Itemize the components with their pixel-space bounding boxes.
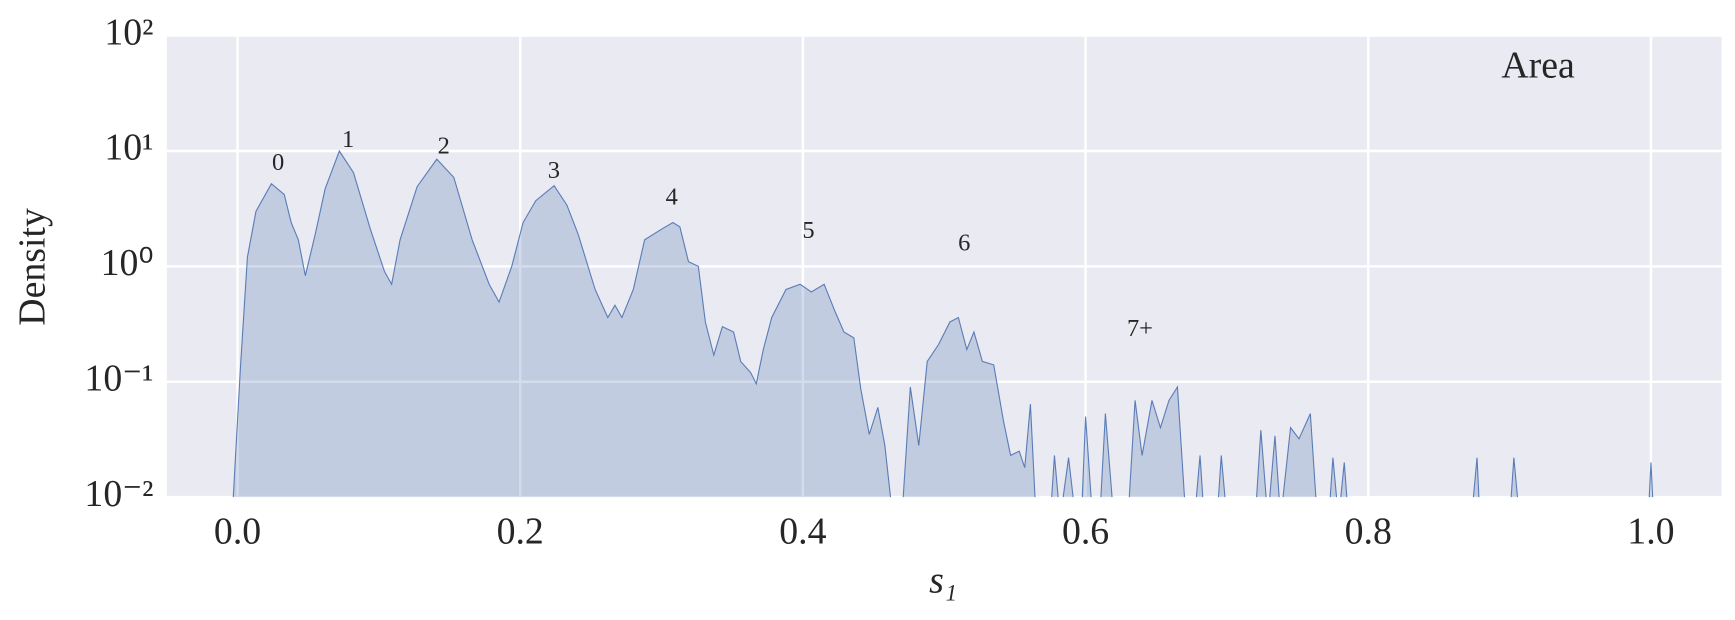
area-line bbox=[232, 149, 1654, 498]
y-tick-label: 10² bbox=[104, 11, 153, 53]
x-tick-label: 0.4 bbox=[779, 511, 826, 553]
x-tick-label: 0.0 bbox=[214, 511, 261, 553]
peak-annotation: 6 bbox=[958, 229, 970, 256]
peak-annotation: 5 bbox=[802, 217, 814, 244]
legend-label: Area bbox=[1501, 45, 1575, 87]
y-tick-label: 10⁰ bbox=[101, 242, 154, 284]
y-axis-label: Density bbox=[11, 208, 53, 326]
peak-annotation: 0 bbox=[272, 149, 284, 176]
y-tick-label: 10⁻² bbox=[84, 473, 153, 515]
area-fill bbox=[233, 151, 1653, 498]
x-tick-label: 0.8 bbox=[1345, 511, 1392, 553]
peak-annotation: 1 bbox=[342, 126, 354, 153]
x-axis-label: s₁ bbox=[929, 560, 957, 602]
x-tick-label: 0.6 bbox=[1062, 511, 1109, 553]
peak-annotation: 3 bbox=[548, 157, 560, 184]
x-tick-label: 1.0 bbox=[1627, 511, 1674, 553]
y-tick-label: 10⁻¹ bbox=[84, 357, 153, 399]
x-tick-label: 0.2 bbox=[497, 511, 544, 553]
y-tick-label: 10¹ bbox=[104, 127, 153, 169]
peak-annotation: 7+ bbox=[1127, 315, 1153, 342]
peak-annotation: 4 bbox=[666, 184, 678, 211]
peak-annotation: 2 bbox=[438, 133, 450, 160]
